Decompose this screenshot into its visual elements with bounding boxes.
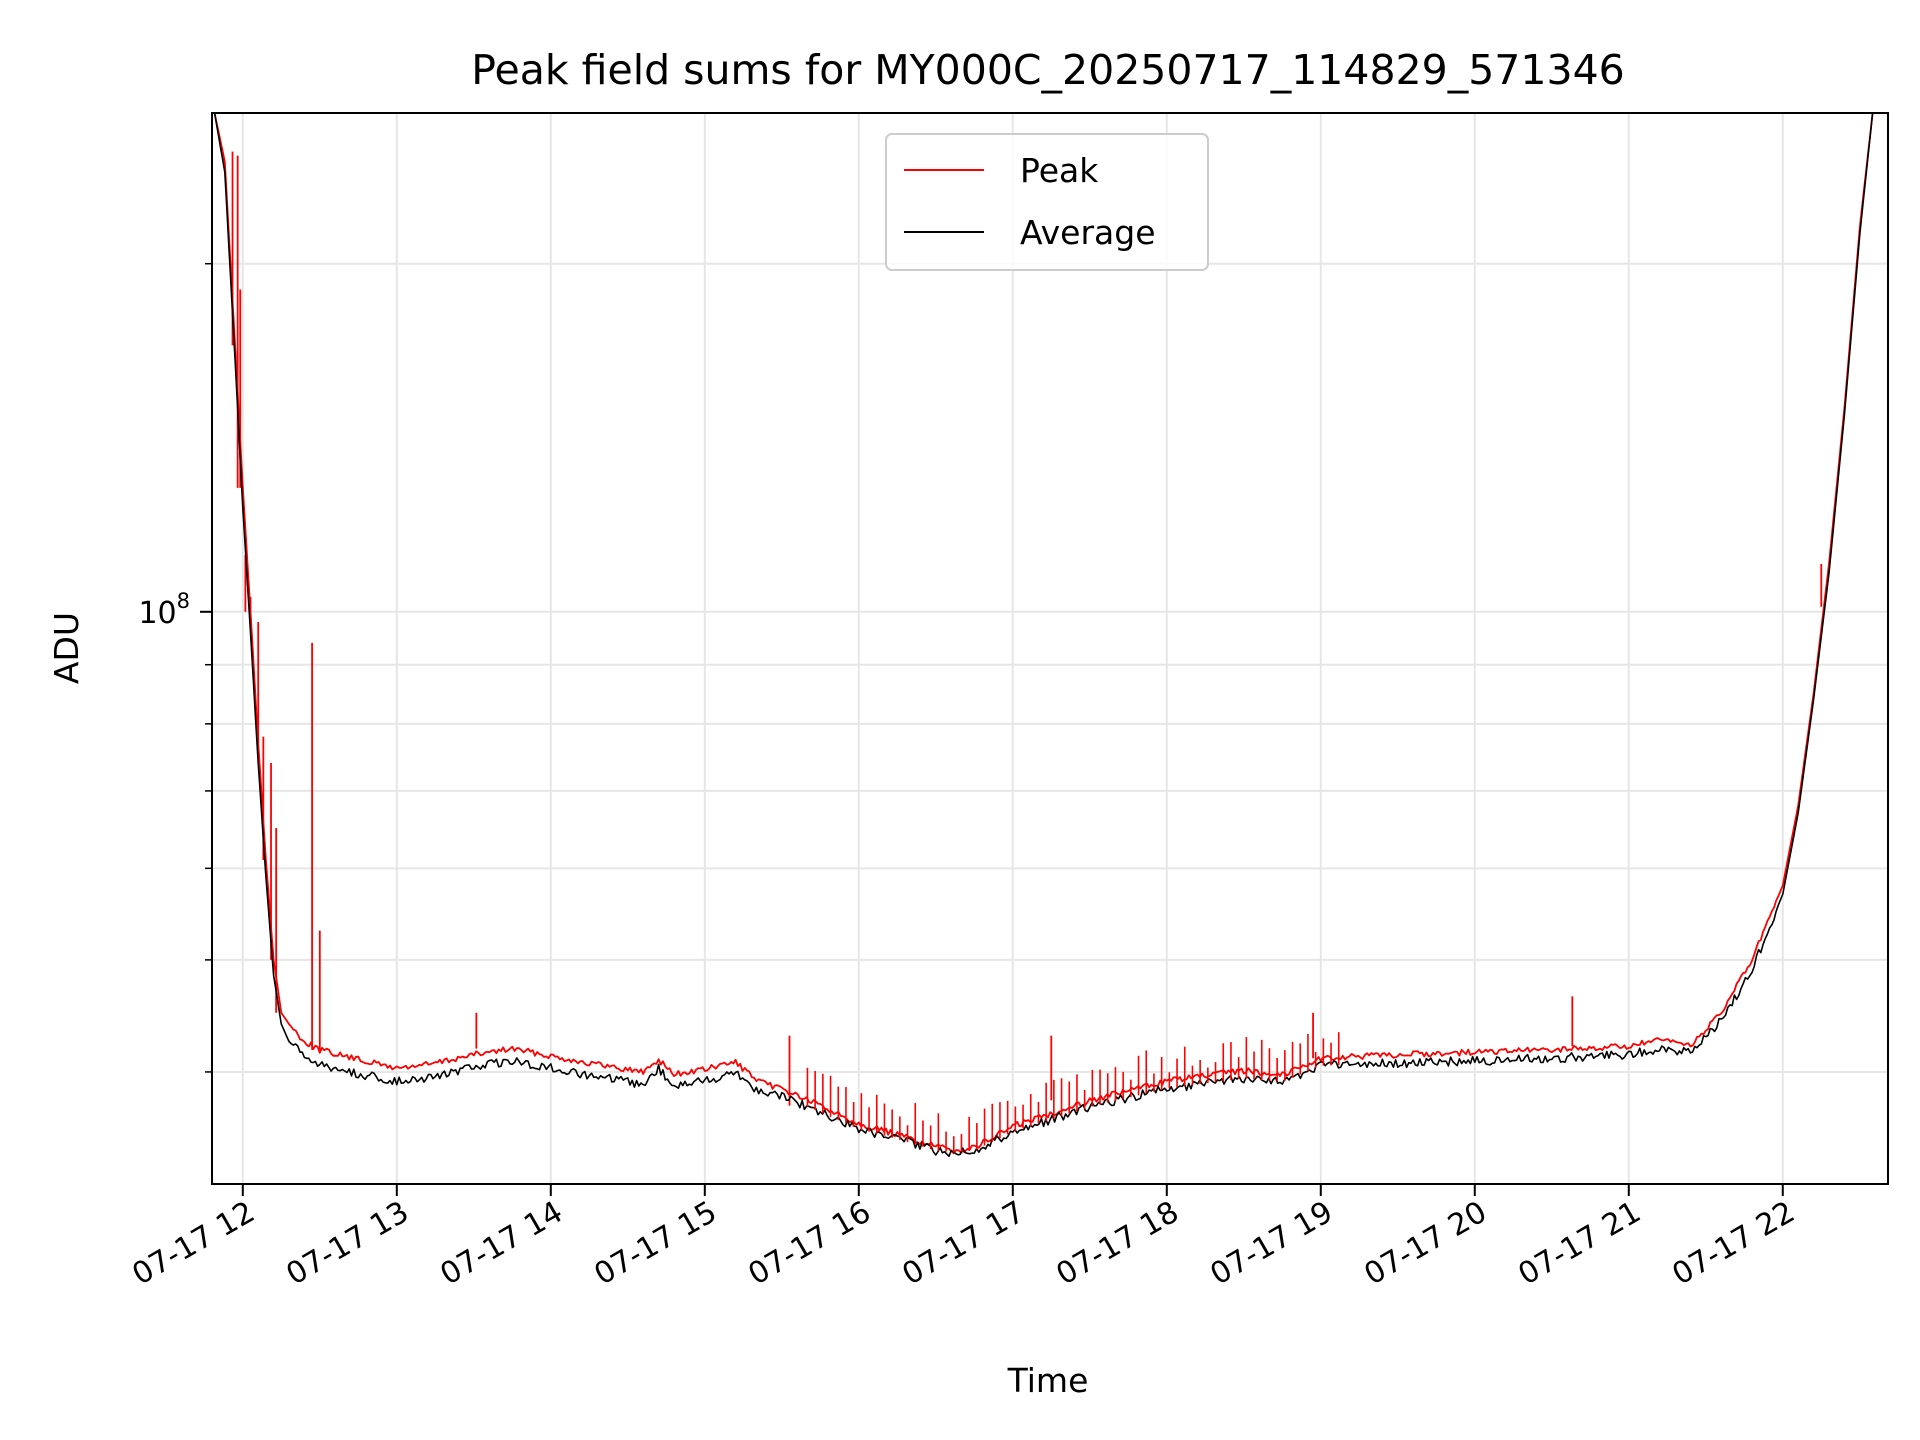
legend-label-peak: Peak: [1020, 151, 1099, 190]
y-axis: 108: [138, 262, 212, 1073]
series-layer: [213, 113, 1874, 1158]
plot-frame: [211, 112, 1889, 1185]
legend: Peak Average: [885, 133, 1209, 271]
grid: [212, 113, 1888, 1184]
y-axis-label: ADU: [47, 612, 86, 684]
legend-box: [885, 133, 1209, 271]
legend-label-average: Average: [1020, 213, 1156, 252]
chart-title: Peak field sums for MY000C_20250717_1148…: [471, 46, 1625, 94]
series-line-average: [213, 113, 1874, 1158]
x-axis-label: Time: [1007, 1361, 1089, 1400]
plot-area: [212, 113, 1888, 1184]
y-tick-label: 108: [138, 589, 190, 631]
